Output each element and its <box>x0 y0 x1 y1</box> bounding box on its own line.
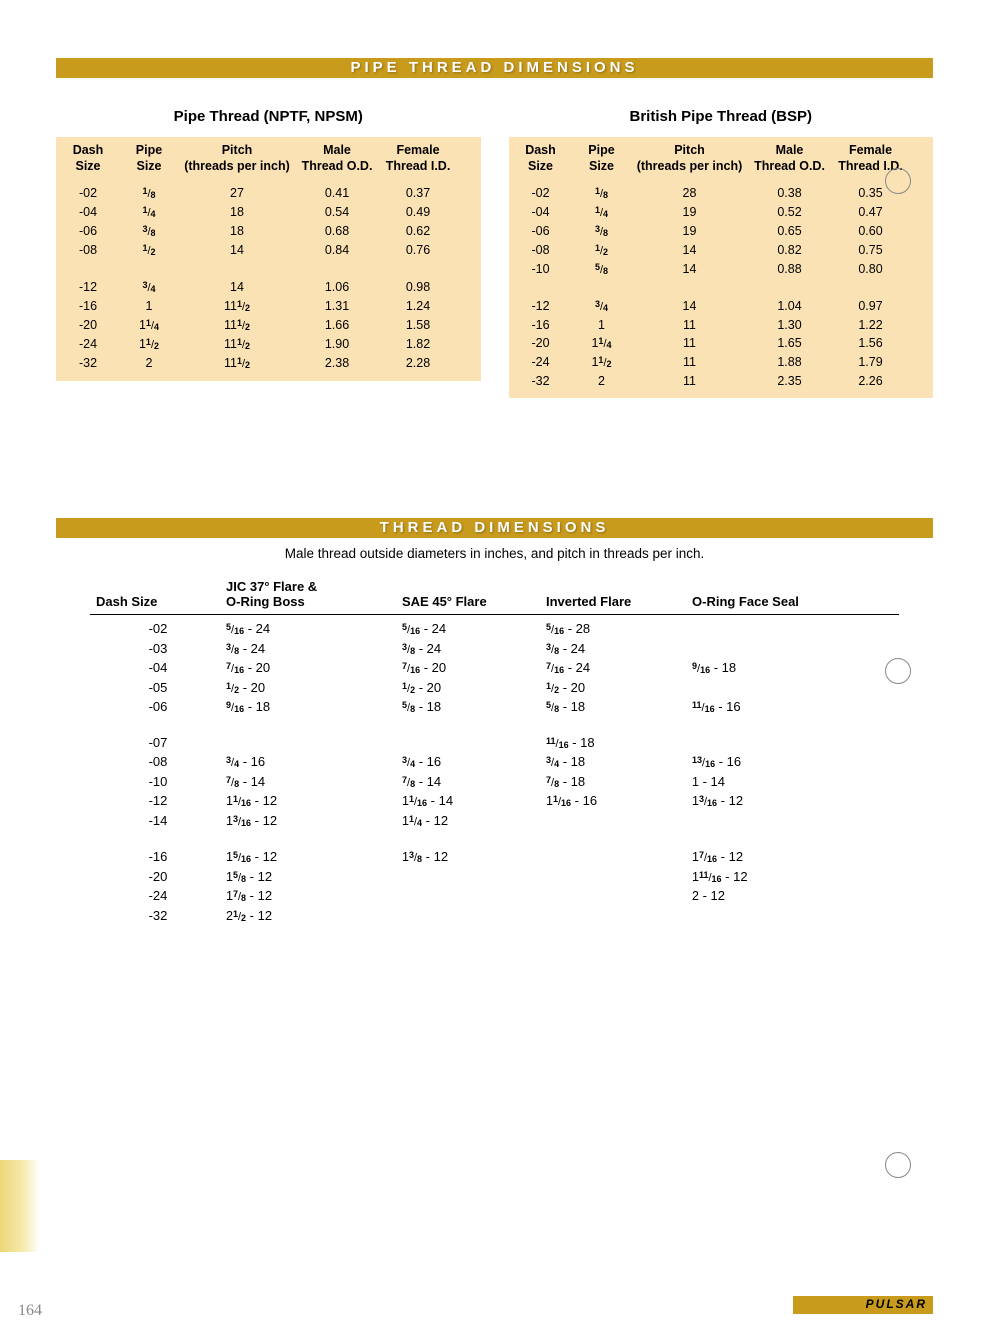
table-row: -3221/2 - 12 <box>90 906 899 926</box>
table-row: -069/16 - 185/8 - 185/8 - 1811/16 - 16 <box>90 697 899 717</box>
hole-punch <box>885 1152 911 1178</box>
table-row: -161111/21.311.24 <box>56 297 481 316</box>
table-row: -025/16 - 245/16 - 245/16 - 28 <box>90 619 899 639</box>
table-row: -021/8280.380.35 <box>509 184 934 203</box>
table-row: -033/8 - 243/8 - 243/8 - 24 <box>90 639 899 659</box>
table-bsp: British Pipe Thread (BSP) DashSizePipeSi… <box>509 90 934 398</box>
thread-subtitle: Male thread outside diameters in inches,… <box>56 546 933 561</box>
brand-bar: PULSAR <box>793 1296 933 1314</box>
table-row: -105/8140.880.80 <box>509 260 934 279</box>
table-nptf: Pipe Thread (NPTF, NPSM) DashSizePipeSiz… <box>56 90 481 398</box>
table-row: -021/8270.410.37 <box>56 184 481 203</box>
table-row: -1211/16 - 1211/16 - 1411/16 - 1613/16 -… <box>90 791 899 811</box>
table-row: -322112.352.26 <box>509 372 934 390</box>
table-row: -047/16 - 207/16 - 207/16 - 249/16 - 18 <box>90 658 899 678</box>
table-nptf-title: Pipe Thread (NPTF, NPSM) <box>56 108 481 125</box>
table-row: -041/4180.540.49 <box>56 203 481 222</box>
table-row: -2411/2111.881.79 <box>509 353 934 372</box>
table-row: -041/4190.520.47 <box>509 203 934 222</box>
side-tab: Tech Info <box>0 1160 40 1252</box>
table-row: -107/8 - 147/8 - 147/8 - 181 - 14 <box>90 772 899 792</box>
table-row: -161111.301.22 <box>509 316 934 334</box>
table-row: -123/4141.060.98 <box>56 278 481 297</box>
page-number: 164 <box>18 1302 42 1320</box>
table-row: -083/4 - 163/4 - 163/4 - 1813/16 - 16 <box>90 752 899 772</box>
table-row: -081/2140.820.75 <box>509 241 934 260</box>
table-row: -322111/22.382.28 <box>56 354 481 373</box>
table-row: -063/8180.680.62 <box>56 222 481 241</box>
banner-pipe-thread: PIPE THREAD DIMENSIONS <box>56 58 933 78</box>
table-row: -1615/16 - 1213/8 - 1217/16 - 12 <box>90 847 899 867</box>
table-row: -1413/16 - 1211/4 - 12 <box>90 811 899 831</box>
table-row: -0711/16 - 18 <box>90 733 899 753</box>
table-row: -2411/2111/21.901.82 <box>56 335 481 354</box>
table-row: -2011/4111/21.661.58 <box>56 316 481 335</box>
table-row: -2417/8 - 122 - 12 <box>90 886 899 906</box>
table-row: -2015/8 - 12111/16 - 12 <box>90 867 899 887</box>
table-bsp-title: British Pipe Thread (BSP) <box>509 108 934 125</box>
hole-punch <box>885 658 911 684</box>
table-row: -051/2 - 201/2 - 201/2 - 20 <box>90 678 899 698</box>
banner-thread-dims: THREAD DIMENSIONS <box>56 518 933 538</box>
thread-table: Dash SizeJIC 37° Flare &O-Ring BossSAE 4… <box>90 579 899 926</box>
table-row: -2011/4111.651.56 <box>509 334 934 353</box>
table-row: -063/8190.650.60 <box>509 222 934 241</box>
table-row: -081/2140.840.76 <box>56 241 481 260</box>
table-row: -123/4141.040.97 <box>509 297 934 316</box>
hole-punch <box>885 168 911 194</box>
pipe-thread-section: Pipe Thread (NPTF, NPSM) DashSizePipeSiz… <box>56 90 933 398</box>
